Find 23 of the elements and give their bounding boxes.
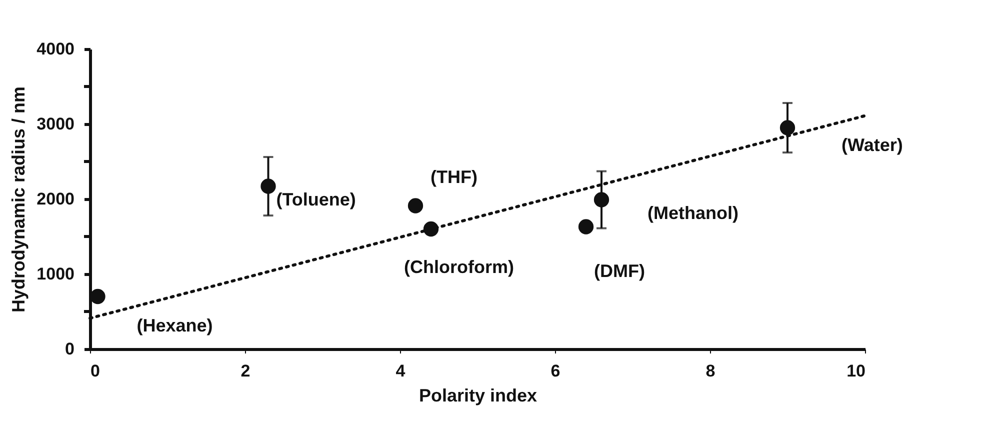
annotation: (DMF) bbox=[594, 260, 645, 281]
annotation: (Water) bbox=[842, 134, 903, 155]
x-axis-title: Polarity index bbox=[418, 386, 538, 406]
x-tick-label: 6 bbox=[550, 362, 560, 380]
x-tick-label: 8 bbox=[706, 362, 716, 380]
y-tick-label: 3000 bbox=[36, 114, 74, 134]
annotation: (Chloroform) bbox=[404, 257, 514, 277]
y-axis-title: Hydrodynamic radius / nm bbox=[8, 86, 29, 313]
point bbox=[408, 198, 424, 214]
x-tick-label: 2 bbox=[240, 362, 250, 380]
y-tick-label: 1000 bbox=[36, 264, 74, 284]
annotation: (THF) bbox=[430, 166, 478, 187]
x-tick-label: 0 bbox=[90, 362, 100, 380]
x-tick-label: 10 bbox=[846, 362, 866, 380]
point bbox=[578, 219, 594, 234]
y-tick-label: 2000 bbox=[36, 190, 74, 208]
x-tick-label: 4 bbox=[396, 362, 406, 380]
point bbox=[90, 288, 106, 304]
y-tick-label: 0 bbox=[65, 340, 74, 358]
y-tick-label: 4000 bbox=[36, 40, 74, 58]
annotation: (Methanol) bbox=[648, 202, 738, 223]
annotation: (Hexane) bbox=[136, 316, 213, 336]
annotation: (Toluene) bbox=[276, 189, 356, 210]
